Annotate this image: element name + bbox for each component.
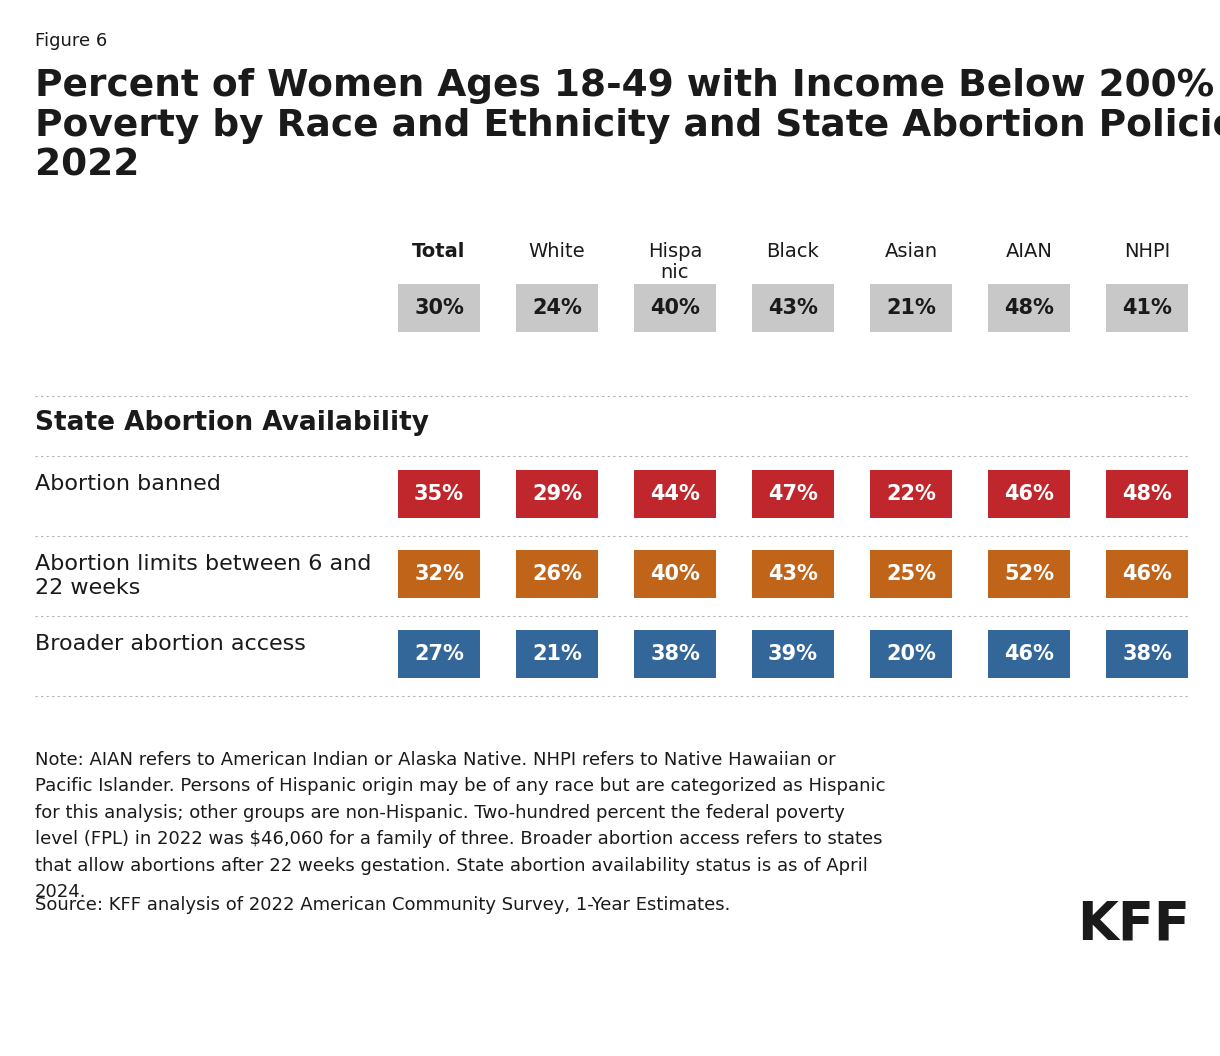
Text: 26%: 26% xyxy=(532,564,582,584)
Text: Source: KFF analysis of 2022 American Community Survey, 1-Year Estimates.: Source: KFF analysis of 2022 American Co… xyxy=(35,895,731,914)
FancyBboxPatch shape xyxy=(398,630,479,678)
Text: 44%: 44% xyxy=(650,484,700,504)
FancyBboxPatch shape xyxy=(752,550,834,598)
FancyBboxPatch shape xyxy=(870,284,952,332)
Text: 40%: 40% xyxy=(650,564,700,584)
FancyBboxPatch shape xyxy=(752,284,834,332)
Text: 43%: 43% xyxy=(769,564,817,584)
FancyBboxPatch shape xyxy=(988,470,1070,518)
Text: 20%: 20% xyxy=(886,644,936,664)
FancyBboxPatch shape xyxy=(870,550,952,598)
Text: 46%: 46% xyxy=(1004,644,1054,664)
Text: 40%: 40% xyxy=(650,298,700,318)
FancyBboxPatch shape xyxy=(1107,284,1188,332)
FancyBboxPatch shape xyxy=(398,284,479,332)
Text: 47%: 47% xyxy=(769,484,817,504)
FancyBboxPatch shape xyxy=(988,630,1070,678)
Text: Broader abortion access: Broader abortion access xyxy=(35,634,306,654)
FancyBboxPatch shape xyxy=(516,550,598,598)
Text: 48%: 48% xyxy=(1004,298,1054,318)
Text: 41%: 41% xyxy=(1122,298,1172,318)
Text: 21%: 21% xyxy=(532,644,582,664)
Text: 46%: 46% xyxy=(1122,564,1172,584)
FancyBboxPatch shape xyxy=(398,470,479,518)
FancyBboxPatch shape xyxy=(634,550,716,598)
Text: 43%: 43% xyxy=(769,298,817,318)
Text: Poverty by Race and Ethnicity and State Abortion Policies,: Poverty by Race and Ethnicity and State … xyxy=(35,108,1220,144)
Text: 48%: 48% xyxy=(1122,484,1172,504)
FancyBboxPatch shape xyxy=(752,630,834,678)
FancyBboxPatch shape xyxy=(752,470,834,518)
FancyBboxPatch shape xyxy=(988,550,1070,598)
Text: 22 weeks: 22 weeks xyxy=(35,578,140,598)
FancyBboxPatch shape xyxy=(634,630,716,678)
Text: KFF: KFF xyxy=(1077,898,1190,950)
FancyBboxPatch shape xyxy=(634,284,716,332)
FancyBboxPatch shape xyxy=(516,284,598,332)
FancyBboxPatch shape xyxy=(516,470,598,518)
Text: Black: Black xyxy=(766,242,820,261)
FancyBboxPatch shape xyxy=(516,630,598,678)
Text: AIAN: AIAN xyxy=(1005,242,1053,261)
Text: 38%: 38% xyxy=(1122,644,1172,664)
FancyBboxPatch shape xyxy=(870,470,952,518)
Text: 38%: 38% xyxy=(650,644,700,664)
Text: Figure 6: Figure 6 xyxy=(35,32,107,50)
Text: State Abortion Availability: State Abortion Availability xyxy=(35,410,429,436)
Text: 52%: 52% xyxy=(1004,564,1054,584)
FancyBboxPatch shape xyxy=(398,550,479,598)
Text: NHPI: NHPI xyxy=(1124,242,1170,261)
Text: 29%: 29% xyxy=(532,484,582,504)
Text: White: White xyxy=(528,242,586,261)
Text: 25%: 25% xyxy=(886,564,936,584)
Text: 46%: 46% xyxy=(1004,484,1054,504)
FancyBboxPatch shape xyxy=(870,630,952,678)
Text: Abortion banned: Abortion banned xyxy=(35,474,221,494)
FancyBboxPatch shape xyxy=(1107,630,1188,678)
Text: Abortion limits between 6 and: Abortion limits between 6 and xyxy=(35,554,371,574)
Text: Hispa
nic: Hispa nic xyxy=(648,242,703,282)
Text: Note: AIAN refers to American Indian or Alaska Native. NHPI refers to Native Haw: Note: AIAN refers to American Indian or … xyxy=(35,751,886,901)
Text: 39%: 39% xyxy=(769,644,817,664)
FancyBboxPatch shape xyxy=(1107,470,1188,518)
FancyBboxPatch shape xyxy=(1107,550,1188,598)
FancyBboxPatch shape xyxy=(988,284,1070,332)
Text: 35%: 35% xyxy=(414,484,464,504)
Text: 24%: 24% xyxy=(532,298,582,318)
Text: 2022: 2022 xyxy=(35,148,139,184)
Text: Percent of Women Ages 18-49 with Income Below 200%: Percent of Women Ages 18-49 with Income … xyxy=(35,68,1214,103)
Text: 21%: 21% xyxy=(886,298,936,318)
FancyBboxPatch shape xyxy=(634,470,716,518)
Text: 30%: 30% xyxy=(414,298,464,318)
Text: 22%: 22% xyxy=(886,484,936,504)
Text: Asian: Asian xyxy=(884,242,937,261)
Text: 32%: 32% xyxy=(414,564,464,584)
Text: 27%: 27% xyxy=(414,644,464,664)
Text: Total: Total xyxy=(412,242,466,261)
